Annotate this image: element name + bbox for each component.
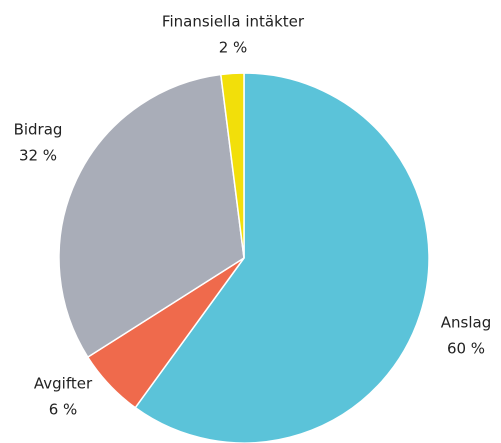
slice-value-label: 60 % xyxy=(447,340,485,358)
slice-value-label: 2 % xyxy=(219,39,248,57)
slice-label: Anslag xyxy=(441,314,491,332)
slice-value-label: 32 % xyxy=(19,147,57,165)
slice-label: Avgifter xyxy=(34,375,93,393)
pie-slice xyxy=(219,72,245,259)
slice-label: Finansiella intäkter xyxy=(162,13,305,31)
pie-slice xyxy=(58,73,245,359)
slice-value-label: 6 % xyxy=(49,401,78,419)
slice-label: Bidrag xyxy=(14,121,63,139)
pie-slice xyxy=(134,72,430,443)
